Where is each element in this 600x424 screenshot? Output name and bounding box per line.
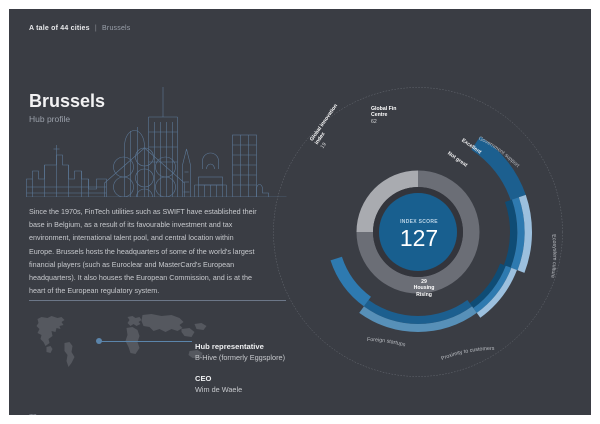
svg-text:Foreign startups: Foreign startups — [367, 337, 406, 348]
svg-text:Ecosystem culture: Ecosystem culture — [549, 234, 557, 278]
svg-text:Proximity to customers: Proximity to customers — [440, 346, 494, 362]
